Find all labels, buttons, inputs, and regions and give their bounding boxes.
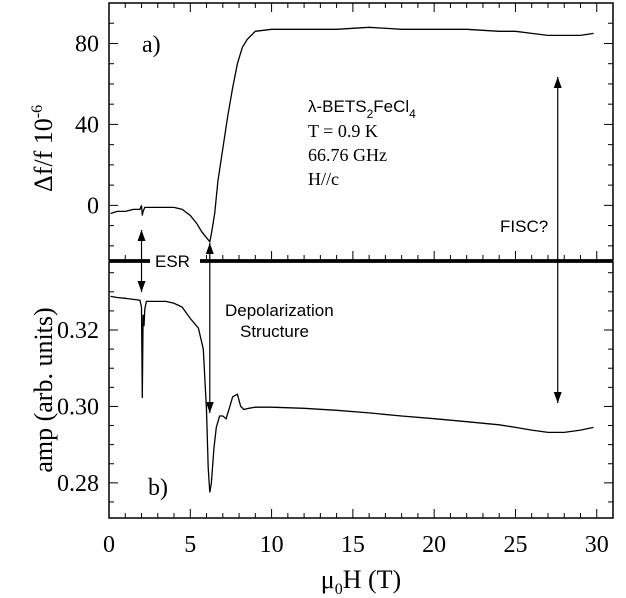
esr-arrow: [137, 230, 146, 292]
depolarization-label-line1: Depolarization: [225, 301, 334, 320]
panel-b-x-tick-label: 10: [260, 532, 284, 558]
esr-arrow-head-up: [137, 230, 146, 241]
panel-b-label: b): [148, 475, 168, 501]
panel-a-series-line: [110, 26, 594, 244]
panel-b-x-tick-label: 30: [585, 532, 609, 558]
panel-a-y-tick-label: 0: [87, 193, 99, 219]
panel-b-y-tick-label: 0.30: [57, 394, 99, 420]
esr-label-background: [150, 251, 200, 271]
panel-a-label: a): [142, 32, 161, 58]
panel-a-y-tick-label: 80: [75, 31, 99, 57]
x-axis-label: μ0H (T): [321, 565, 401, 598]
compound-name: λ-BETS2FeCl4: [308, 97, 416, 121]
panel-b-y-axis-label: amp (arb. units): [29, 307, 58, 472]
panel-a: 0 40 80 a) Δf/f 10-6 λ-BETS2FeCl4 T = 0.9 …: [29, 2, 614, 261]
panel-b-frame: [108, 261, 614, 519]
panel-b-x-tick-label: 20: [422, 532, 446, 558]
panel-a-y-axis-label: Δf/f 10-6: [29, 105, 58, 192]
panel-b-x-tick-label: 25: [503, 532, 527, 558]
fisc-arrow-head-up: [553, 77, 562, 88]
fisc-label: FISC?: [500, 217, 548, 236]
annotation-arrows: [137, 77, 562, 413]
depolarization-arrow-head-down: [205, 402, 214, 413]
depolarization-arrow-head-up: [205, 243, 214, 254]
panel-b: 0.28 0.30 0.32 0 5 10 15 20 25 30 b) amp (arb. u…: [29, 261, 614, 598]
esr-label: ESR: [155, 252, 190, 271]
panel-a-ticks: [108, 2, 614, 260]
panel-b-x-tick-label: 0: [103, 532, 115, 558]
panel-b-x-tick-labels: 0 5 10 15 20 25 30: [103, 532, 609, 558]
panel-a-y-tick-labels: 0 40 80: [75, 31, 99, 219]
frequency-label: 66.76 GHz: [308, 145, 387, 165]
depolarization-label-line2: Structure: [240, 322, 309, 341]
panel-b-ticks: [108, 272, 614, 518]
panel-b-y-tick-label: 0.32: [57, 318, 99, 344]
panel-b-y-tick-label: 0.28: [57, 471, 99, 497]
depolarization-arrow: [205, 243, 214, 413]
panel-b-x-tick-label: 5: [184, 532, 196, 558]
temperature-label: T = 0.9 K: [308, 121, 378, 141]
fisc-arrow: [553, 77, 562, 403]
panel-a-y-tick-label: 40: [75, 112, 99, 138]
fisc-arrow-head-down: [553, 392, 562, 403]
panel-b-y-tick-labels: 0.28 0.30 0.32: [57, 318, 99, 497]
esr-arrow-head-down: [137, 281, 146, 292]
field-direction-label: H//c: [308, 169, 339, 189]
panel-b-x-tick-label: 15: [341, 532, 365, 558]
panel-b-series-line: [110, 295, 594, 493]
